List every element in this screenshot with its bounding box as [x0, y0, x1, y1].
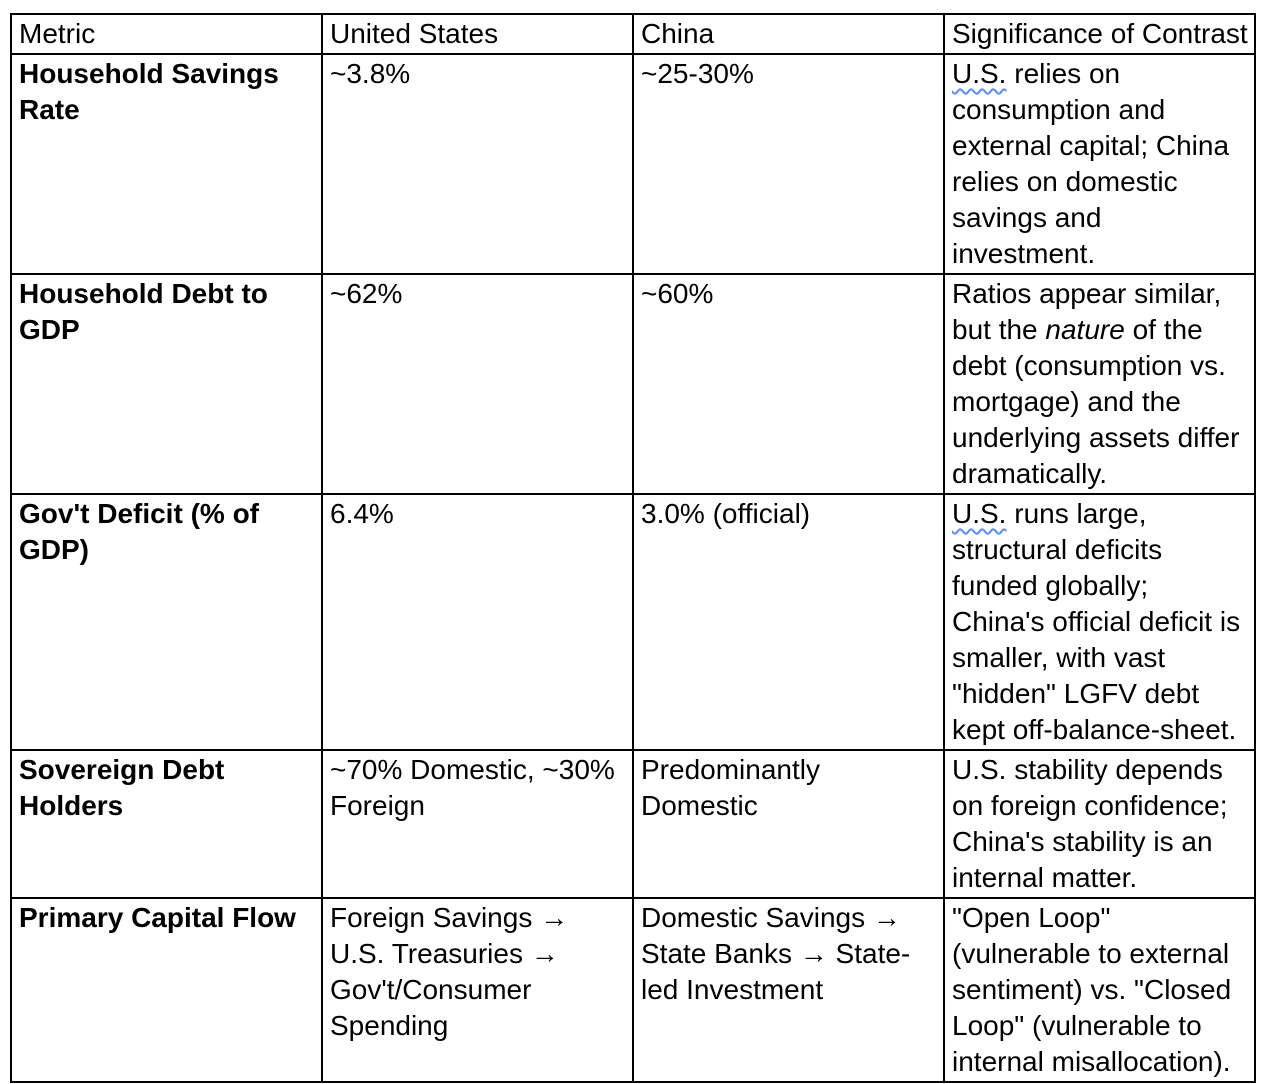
- table-row: Sovereign Debt Holders ~70% Domestic, ~3…: [10, 749, 1256, 899]
- significance-text: Ratios appear similar, but the: [952, 278, 1222, 345]
- header-cell-china: China: [632, 13, 945, 55]
- cell-metric-govt-deficit: Gov't Deficit (% of GDP): [10, 493, 323, 751]
- cell-us-household-savings-rate: ~3.8%: [321, 53, 634, 275]
- cell-china-sovereign-debt-holders: Predominantly Domestic: [632, 749, 945, 899]
- significance-text: "Open Loop" (vulnerable to external sent…: [952, 902, 1232, 1077]
- cell-significance-sovereign-debt-holders: U.S. stability depends on foreign confid…: [943, 749, 1256, 899]
- table-row: Household Savings Rate ~3.8% ~25-30% U.S…: [10, 53, 1256, 275]
- table-row: Household Debt to GDP ~62% ~60% Ratios a…: [10, 273, 1256, 495]
- table-row: Gov't Deficit (% of GDP) 6.4% 3.0% (offi…: [10, 493, 1256, 751]
- significance-text: relies on consumption and external capit…: [952, 58, 1230, 269]
- cell-china-household-debt-to-gdp: ~60%: [632, 273, 945, 495]
- cell-metric-household-savings-rate: Household Savings Rate: [10, 53, 323, 275]
- grammar-flagged-text: U.S.: [952, 58, 1007, 89]
- significance-text: U.S. stability depends on foreign confid…: [952, 754, 1228, 893]
- cell-china-primary-capital-flow: Domestic Savings → State Banks → State-l…: [632, 897, 945, 1083]
- table-body: Household Savings Rate ~3.8% ~25-30% U.S…: [10, 53, 1256, 1083]
- cell-us-sovereign-debt-holders: ~70% Domestic, ~30% Foreign: [321, 749, 634, 899]
- cell-us-primary-capital-flow: Foreign Savings → U.S. Treasuries → Gov'…: [321, 897, 634, 1083]
- cell-significance-govt-deficit: U.S. runs large, structural deficits fun…: [943, 493, 1256, 751]
- cell-china-govt-deficit: 3.0% (official): [632, 493, 945, 751]
- significance-text: runs large, structural deficits funded g…: [952, 498, 1241, 745]
- table-header-row: Metric United States China Significance …: [10, 13, 1256, 55]
- grammar-flagged-text: U.S.: [952, 498, 1007, 529]
- table-row: Primary Capital Flow Foreign Savings → U…: [10, 897, 1256, 1083]
- cell-us-govt-deficit: 6.4%: [321, 493, 634, 751]
- header-cell-united-states: United States: [321, 13, 634, 55]
- comparison-table: Metric United States China Significance …: [10, 13, 1256, 1083]
- cell-us-household-debt-to-gdp: ~62%: [321, 273, 634, 495]
- header-cell-significance: Significance of Contrast: [943, 13, 1256, 55]
- significance-text: of the debt (consumption vs. mortgage) a…: [952, 314, 1240, 489]
- cell-metric-primary-capital-flow: Primary Capital Flow: [10, 897, 323, 1083]
- cell-significance-household-savings-rate: U.S. relies on consumption and external …: [943, 53, 1256, 275]
- cell-china-household-savings-rate: ~25-30%: [632, 53, 945, 275]
- italic-term: nature: [1045, 314, 1125, 345]
- cell-significance-primary-capital-flow: "Open Loop" (vulnerable to external sent…: [943, 897, 1256, 1083]
- cell-metric-sovereign-debt-holders: Sovereign Debt Holders: [10, 749, 323, 899]
- cell-significance-household-debt-to-gdp: Ratios appear similar, but the nature of…: [943, 273, 1256, 495]
- cell-metric-household-debt-to-gdp: Household Debt to GDP: [10, 273, 323, 495]
- header-cell-metric: Metric: [10, 13, 323, 55]
